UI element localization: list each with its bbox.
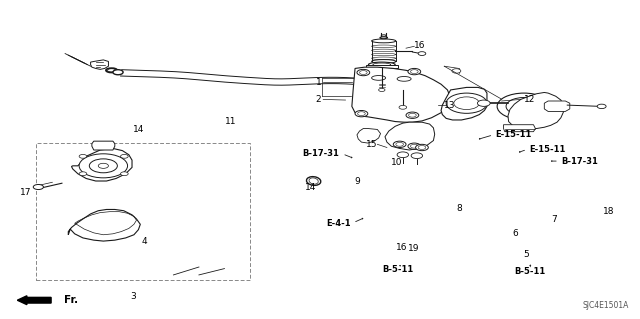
Polygon shape <box>544 101 570 111</box>
Text: 6: 6 <box>512 229 518 238</box>
Text: 11: 11 <box>225 117 237 126</box>
Text: 14: 14 <box>305 183 316 192</box>
Polygon shape <box>441 87 487 120</box>
Text: 15: 15 <box>366 140 378 149</box>
Circle shape <box>415 144 428 151</box>
Circle shape <box>406 112 419 118</box>
Text: B-5-11: B-5-11 <box>382 265 413 274</box>
Circle shape <box>497 93 550 120</box>
Polygon shape <box>385 122 435 150</box>
Text: 18: 18 <box>603 207 614 216</box>
Polygon shape <box>357 129 381 143</box>
Text: 7: 7 <box>551 215 557 224</box>
Ellipse shape <box>372 60 396 63</box>
Text: 16: 16 <box>396 243 407 252</box>
Text: B-17-31: B-17-31 <box>561 157 598 166</box>
Ellipse shape <box>380 37 388 39</box>
Circle shape <box>79 154 87 158</box>
Text: 4: 4 <box>142 237 148 246</box>
Text: 10: 10 <box>391 158 403 167</box>
Circle shape <box>452 69 461 73</box>
Ellipse shape <box>381 35 387 36</box>
Polygon shape <box>352 67 451 122</box>
Circle shape <box>79 172 87 176</box>
Circle shape <box>397 152 408 158</box>
Text: E-15-11: E-15-11 <box>495 130 532 139</box>
Circle shape <box>33 184 44 189</box>
Text: Fr.: Fr. <box>64 295 78 305</box>
Circle shape <box>446 93 487 113</box>
Text: 16: 16 <box>414 41 426 49</box>
Text: 9: 9 <box>354 177 360 186</box>
Circle shape <box>597 104 606 108</box>
Circle shape <box>411 153 422 159</box>
Circle shape <box>120 154 128 158</box>
Text: 13: 13 <box>444 100 456 110</box>
FancyArrow shape <box>17 296 51 305</box>
Text: E-4-1: E-4-1 <box>326 219 351 228</box>
Text: 8: 8 <box>456 204 462 213</box>
Polygon shape <box>92 141 115 150</box>
Circle shape <box>79 154 127 178</box>
Circle shape <box>399 105 406 109</box>
Polygon shape <box>366 65 397 69</box>
Ellipse shape <box>369 62 395 67</box>
Circle shape <box>357 69 370 76</box>
Text: B-5-11: B-5-11 <box>515 267 546 276</box>
Circle shape <box>418 52 426 56</box>
Circle shape <box>408 143 420 149</box>
Polygon shape <box>504 125 536 132</box>
Circle shape <box>120 172 128 176</box>
Text: 3: 3 <box>131 292 136 300</box>
Circle shape <box>394 141 406 147</box>
Text: 2: 2 <box>316 95 321 104</box>
Ellipse shape <box>372 39 396 43</box>
Circle shape <box>379 88 385 92</box>
Circle shape <box>408 69 420 75</box>
Polygon shape <box>72 148 132 181</box>
Text: E-15-11: E-15-11 <box>529 145 565 154</box>
Ellipse shape <box>113 70 123 75</box>
Polygon shape <box>508 93 563 129</box>
Bar <box>36 143 250 280</box>
Text: B-17-31: B-17-31 <box>302 149 339 158</box>
Text: 14: 14 <box>132 125 144 134</box>
Text: 5: 5 <box>524 250 529 259</box>
Ellipse shape <box>307 177 321 185</box>
Circle shape <box>477 100 490 106</box>
Text: SJC4E1501A: SJC4E1501A <box>582 301 629 310</box>
Text: 1: 1 <box>316 78 321 86</box>
Polygon shape <box>91 60 108 69</box>
Circle shape <box>355 110 368 117</box>
Text: 19: 19 <box>408 244 419 253</box>
Text: 17: 17 <box>20 188 31 197</box>
Text: 12: 12 <box>524 95 535 104</box>
